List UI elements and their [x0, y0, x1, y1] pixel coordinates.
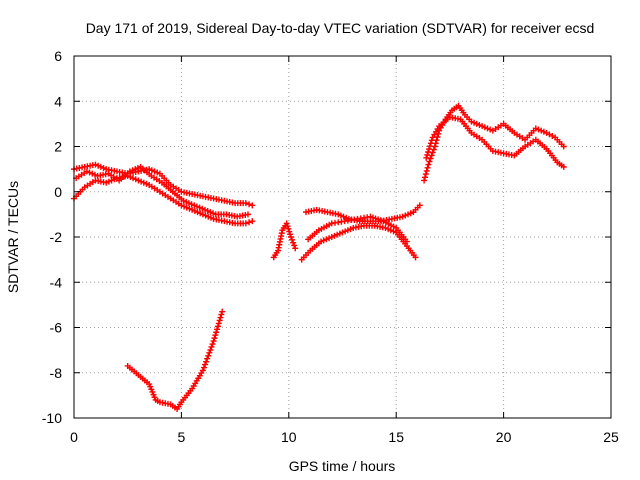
x-axis-label: GPS time / hours — [289, 458, 396, 474]
series-track-e — [270, 220, 299, 261]
chart-title: Day 171 of 2019, Sidereal Day-to-day VTE… — [86, 20, 595, 36]
series-track-d — [124, 308, 226, 412]
y-tick-label: -2 — [50, 229, 63, 245]
data-point — [214, 326, 221, 333]
data-point — [416, 202, 423, 209]
data-point — [286, 228, 293, 235]
data-point — [422, 171, 429, 178]
data-point — [426, 146, 433, 153]
data-point — [425, 148, 432, 155]
data-point — [246, 219, 253, 226]
data-point — [426, 143, 433, 150]
data-point — [214, 323, 221, 330]
data-point — [427, 140, 434, 147]
data-point — [204, 355, 211, 362]
data-point — [426, 158, 433, 165]
data-point — [427, 155, 434, 162]
data-point — [215, 320, 222, 327]
data-point — [560, 143, 567, 150]
data-point — [428, 137, 435, 144]
data-point — [423, 154, 430, 161]
data-point — [212, 332, 219, 339]
x-tick-label: 5 — [178, 429, 186, 445]
data-point — [242, 220, 249, 227]
data-point — [202, 361, 209, 368]
data-point — [425, 161, 432, 168]
data-point — [210, 338, 217, 345]
x-tick-label: 10 — [281, 429, 297, 445]
data-point — [217, 314, 224, 321]
data-point — [208, 343, 215, 350]
data-point — [213, 329, 220, 336]
series-track-f — [298, 222, 419, 263]
data-point — [200, 364, 207, 371]
x-tick-label: 20 — [496, 429, 512, 445]
data-point — [218, 311, 225, 318]
data-point — [291, 242, 298, 249]
data-point — [207, 346, 214, 353]
data-point — [205, 352, 212, 359]
data-point — [209, 341, 216, 348]
data-point — [206, 349, 213, 356]
y-tick-label: -8 — [50, 365, 63, 381]
data-point — [421, 174, 428, 181]
x-tick-label: 0 — [70, 429, 78, 445]
y-axis-label: SDTVAR / TECUs — [5, 181, 21, 293]
data-point — [289, 236, 296, 243]
data-point — [285, 225, 292, 232]
x-tick-label: 25 — [603, 429, 619, 445]
y-tick-label: 6 — [54, 48, 62, 64]
data-point — [423, 167, 430, 174]
data-point — [424, 151, 431, 158]
y-tick-label: -4 — [50, 274, 63, 290]
y-tick-label: 0 — [54, 184, 62, 200]
data-point — [219, 308, 226, 315]
series-track-a — [71, 161, 256, 209]
series-track-c — [73, 163, 251, 220]
data-point — [287, 231, 294, 238]
data-point — [284, 223, 291, 230]
data-point — [244, 211, 251, 218]
data-point — [283, 220, 290, 227]
data-point — [412, 254, 419, 261]
data-point — [290, 239, 297, 246]
y-tick-label: -10 — [42, 410, 62, 426]
data-point — [424, 164, 431, 171]
data-point — [403, 238, 410, 245]
series-track-i — [421, 102, 567, 184]
y-tick-label: -6 — [50, 320, 63, 336]
data-point — [249, 218, 256, 225]
data-point — [287, 234, 294, 240]
data-point — [249, 202, 256, 209]
data-point — [216, 317, 223, 324]
data-point — [560, 163, 567, 170]
data-point — [199, 367, 206, 374]
x-tick-label: 15 — [388, 429, 404, 445]
axis-ticks: 0 5 10 15 20 25 -10 -8 -6 -4 -2 0 2 4 6 — [42, 48, 619, 445]
data-point — [421, 177, 428, 184]
data-points — [71, 102, 567, 412]
data-point — [211, 335, 218, 342]
series-track-j — [423, 114, 567, 170]
data-point — [203, 358, 210, 365]
data-point — [292, 245, 299, 252]
y-tick-label: 4 — [54, 93, 62, 109]
y-tick-label: 2 — [54, 139, 62, 155]
data-point — [246, 201, 253, 208]
data-point — [242, 200, 249, 207]
series-track-h — [305, 213, 410, 245]
